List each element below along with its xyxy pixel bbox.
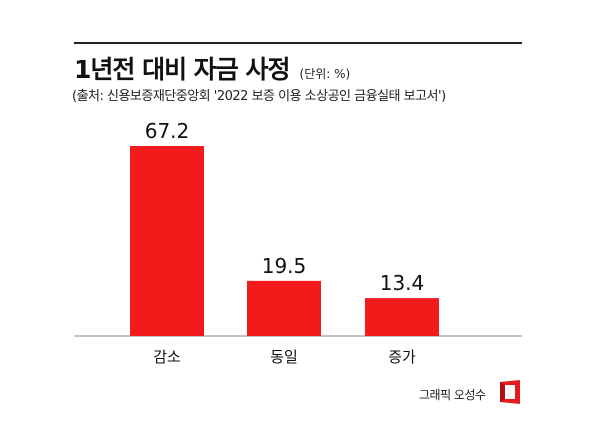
category-labels-group: 감소 동일 증가 [153, 348, 416, 366]
category-label-2: 동일 [270, 348, 298, 366]
red-frame-logo-icon [500, 380, 520, 404]
bar-3 [365, 298, 439, 336]
bars-group [130, 146, 439, 336]
value-label-3: 13.4 [380, 271, 425, 295]
value-label-1: 67.2 [145, 119, 190, 143]
source-note: (출처: 신용보증재단중앙회 '2022 보증 이용 소상공인 금융실태 보고서… [72, 89, 446, 104]
chart-title: 1년전 대비 자금 사정 [74, 55, 291, 84]
bar-1 [130, 146, 204, 336]
bar-2 [247, 280, 321, 336]
unit-label: (단위: %) [299, 67, 351, 81]
category-label-3: 증가 [388, 348, 416, 366]
title-row: 1년전 대비 자금 사정 (단위: %) [74, 50, 350, 86]
graphic-credit: 그래픽 오성수 [419, 388, 486, 402]
value-labels-group: 67.2 19.5 13.4 [145, 119, 425, 295]
category-label-1: 감소 [153, 348, 181, 366]
value-label-2: 19.5 [262, 254, 307, 278]
top-rule [74, 42, 522, 44]
